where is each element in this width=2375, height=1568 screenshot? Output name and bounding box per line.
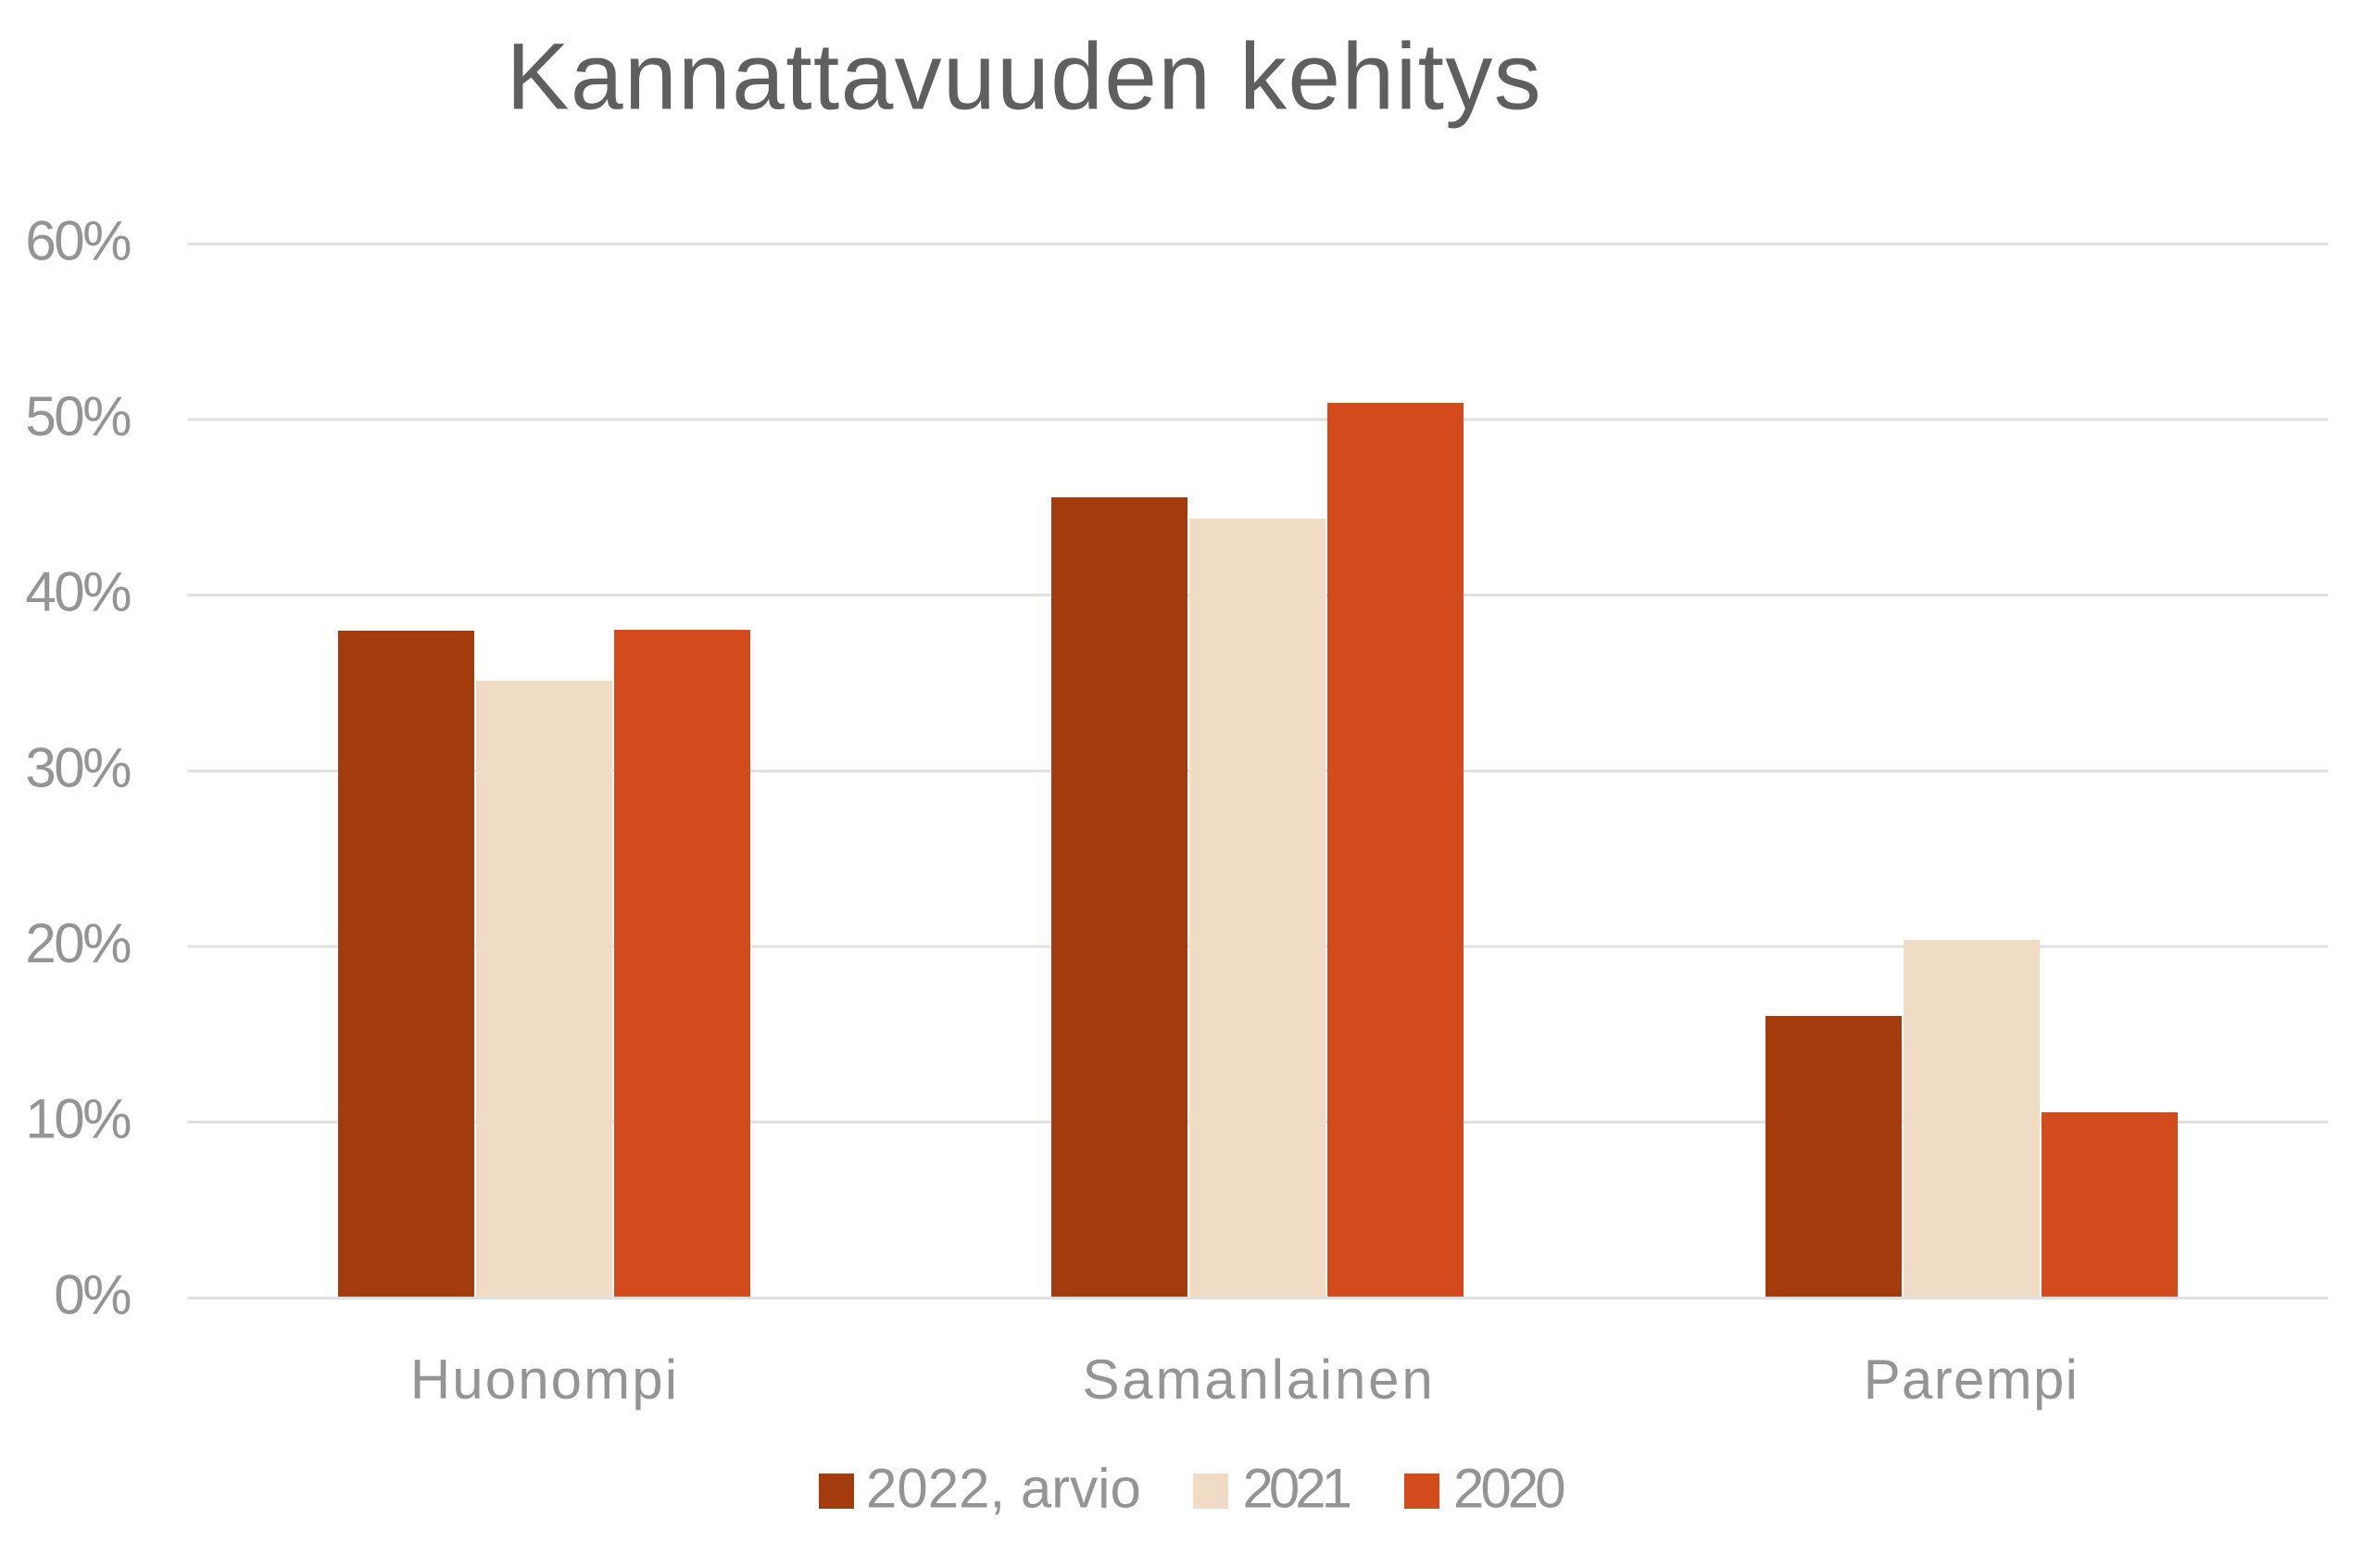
svg-text:50%: 50% bbox=[25, 385, 131, 447]
svg-text:2021: 2021 bbox=[1243, 1458, 1351, 1520]
svg-text:Huonompi: Huonompi bbox=[410, 1348, 679, 1411]
svg-text:Samanlainen: Samanlainen bbox=[1082, 1348, 1435, 1411]
svg-text:30%: 30% bbox=[25, 737, 131, 799]
svg-text:10%: 10% bbox=[25, 1088, 131, 1150]
svg-text:40%: 40% bbox=[25, 561, 131, 623]
svg-text:2020: 2020 bbox=[1453, 1458, 1564, 1520]
svg-text:0%: 0% bbox=[54, 1264, 131, 1326]
svg-text:60%: 60% bbox=[25, 210, 131, 272]
svg-text:2022, arvio: 2022, arvio bbox=[866, 1458, 1141, 1520]
svg-text:Parempi: Parempi bbox=[1864, 1348, 2080, 1411]
svg-text:Kannattavuuden kehitys: Kannattavuuden kehitys bbox=[507, 24, 1542, 130]
svg-text:20%: 20% bbox=[25, 912, 131, 974]
